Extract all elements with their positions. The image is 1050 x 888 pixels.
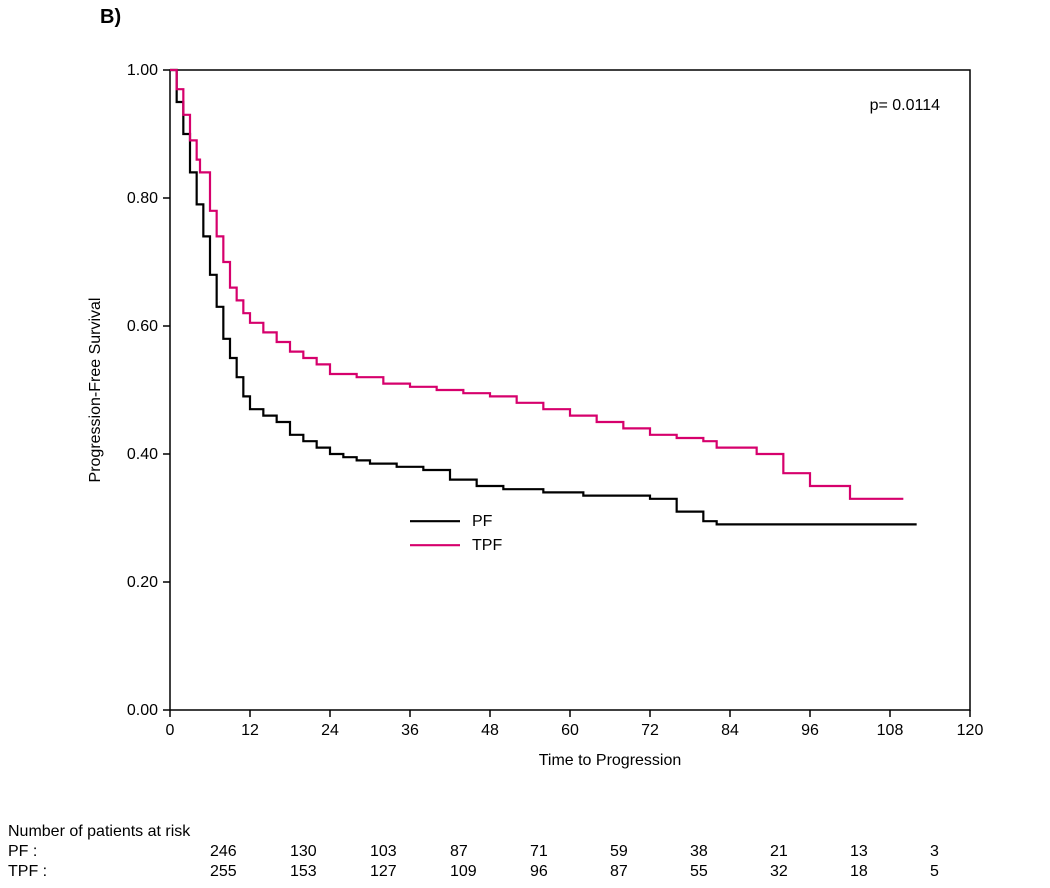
x-tick-label: 72 — [641, 722, 659, 739]
x-tick-label: 84 — [721, 722, 739, 739]
x-tick-label: 108 — [877, 722, 904, 739]
x-tick-label: 60 — [561, 722, 579, 739]
x-tick-label: 96 — [801, 722, 819, 739]
x-tick-label: 120 — [957, 722, 984, 739]
x-tick-label: 0 — [166, 722, 175, 739]
risk-cell: 127 — [370, 862, 397, 882]
risk-cell: 87 — [450, 842, 468, 862]
risk-table-row: PF : 246 130 103 87 71 59 38 21 13 3 — [0, 842, 1050, 862]
legend-label-tpf: TPF — [472, 537, 502, 554]
x-tick-label: 24 — [321, 722, 339, 739]
x-tick-label: 36 — [401, 722, 419, 739]
survival-chart: 0 12 24 36 48 60 72 84 96 108 120 0.00 0.20 0.40 0.60 0… — [0, 0, 1050, 820]
risk-cell: 3 — [930, 842, 939, 862]
risk-table: Number of patients at riskPF : 246 130 103 8… — [0, 822, 1050, 882]
risk-table-title: Number of patients at risk — [0, 822, 1050, 842]
risk-cell: 5 — [930, 862, 939, 882]
x-axis-title: Time to Progression — [539, 752, 682, 769]
y-tick-label: 1.00 — [127, 62, 158, 79]
risk-cell: 109 — [450, 862, 477, 882]
risk-cell: 13 — [850, 842, 868, 862]
km-svg: 0 12 24 36 48 60 72 84 96 108 120 0.00 0.20 0.40 0.60 0… — [0, 0, 1050, 820]
risk-cell: 71 — [530, 842, 548, 862]
y-tick-label: 0.80 — [127, 190, 158, 207]
x-tick-label: 12 — [241, 722, 259, 739]
risk-cell: 18 — [850, 862, 868, 882]
risk-cell: 130 — [290, 842, 317, 862]
km-curve-tpf — [170, 70, 903, 499]
km-curve-pf — [170, 70, 917, 524]
y-tick-label: 0.00 — [127, 702, 158, 719]
y-tick-label: 0.60 — [127, 318, 158, 335]
y-tick-label: 0.20 — [127, 574, 158, 591]
risk-cell: 32 — [770, 862, 788, 882]
risk-cell: 255 — [210, 862, 237, 882]
risk-cell: 246 — [210, 842, 237, 862]
risk-cell: 21 — [770, 842, 788, 862]
risk-row-label: PF : — [8, 842, 37, 862]
risk-cell: 55 — [690, 862, 708, 882]
risk-row-label: TPF : — [8, 862, 47, 882]
risk-table-row: TPF : 255 153 127 109 96 87 55 32 18 5 — [0, 862, 1050, 882]
y-tick-label: 0.40 — [127, 446, 158, 463]
risk-cell: 38 — [690, 842, 708, 862]
risk-cell: 153 — [290, 862, 317, 882]
p-value-text: p= 0.0114 — [870, 97, 941, 114]
risk-cell: 87 — [610, 862, 628, 882]
y-axis-title: Progression-Free Survival — [87, 298, 104, 483]
legend-label-pf: PF — [472, 513, 493, 530]
risk-cell: 103 — [370, 842, 397, 862]
risk-cell: 59 — [610, 842, 628, 862]
x-tick-label: 48 — [481, 722, 499, 739]
plot-border — [170, 70, 970, 710]
risk-cell: 96 — [530, 862, 548, 882]
